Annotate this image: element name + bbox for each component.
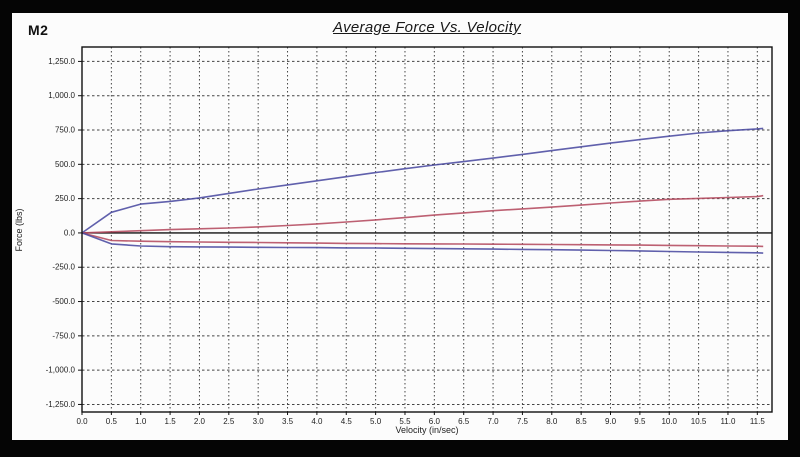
y-tick-label: 250.0 — [55, 194, 76, 203]
x-tick-label: 8.5 — [576, 417, 588, 426]
y-tick-label: -1,250.0 — [46, 400, 76, 409]
x-tick-label: 7.5 — [517, 417, 529, 426]
x-tick-label: 0.5 — [106, 417, 118, 426]
y-tick-label: 750.0 — [55, 126, 76, 135]
x-tick-label: 10.5 — [691, 417, 707, 426]
x-tick-label: 8.0 — [546, 417, 558, 426]
x-tick-label: 6.0 — [429, 417, 441, 426]
series-blue-upper-rebound — [81, 127, 764, 234]
x-tick-label: 9.5 — [634, 417, 646, 426]
y-tick-label: -500.0 — [52, 297, 75, 306]
chart-panel: M2 Average Force Vs. Velocity 0.0 0.5 1.0 1… — [12, 13, 788, 440]
x-tick-label: 4.0 — [311, 417, 323, 426]
x-tick-label: 1.0 — [135, 417, 147, 426]
series-red-lower-compression — [81, 232, 764, 248]
y-tick-label: 1,250.0 — [48, 57, 75, 66]
y-tick-label: -750.0 — [52, 331, 75, 340]
series-blue-lower-compression — [81, 232, 764, 254]
x-tick-label: 2.0 — [194, 417, 206, 426]
x-tick-label: 3.0 — [253, 417, 265, 426]
x-axis-label: Velocity (in/sec) — [395, 425, 459, 435]
y-tick-label: 0.0 — [64, 228, 76, 237]
x-tick-label: 6.5 — [458, 417, 470, 426]
x-tick-label: 10.0 — [661, 417, 677, 426]
x-tick-label: 3.5 — [282, 417, 294, 426]
x-tick-label: 9.0 — [605, 417, 617, 426]
x-tick-label: 2.5 — [223, 417, 235, 426]
y-tick-label: 1,000.0 — [48, 91, 75, 100]
device-label: M2 — [28, 22, 49, 38]
x-tick-label: 4.5 — [341, 417, 353, 426]
x-tick-label: 5.0 — [370, 417, 382, 426]
x-tick-label: 5.5 — [399, 417, 411, 426]
y-tick-label: 500.0 — [55, 160, 76, 169]
y-axis-label: Force (lbs) — [14, 208, 24, 252]
x-tick-label: 7.0 — [488, 417, 500, 426]
series-red-upper-rebound — [81, 194, 764, 234]
x-tick-label: 11.0 — [720, 417, 736, 426]
x-tick-label: 11.5 — [750, 417, 766, 426]
x-tick-label: 0.0 — [76, 417, 88, 426]
y-tick-label: -250.0 — [52, 263, 75, 272]
y-tick-label: -1,000.0 — [46, 366, 76, 375]
chart-plot: 0.0 0.5 1.0 1.5 2.0 2.5 3.0 3.5 4.0 4.5 5.0 5.5 6.0 6… — [46, 46, 773, 426]
chart-title: Average Force Vs. Velocity — [333, 19, 521, 36]
x-tick-label: 1.5 — [165, 417, 177, 426]
